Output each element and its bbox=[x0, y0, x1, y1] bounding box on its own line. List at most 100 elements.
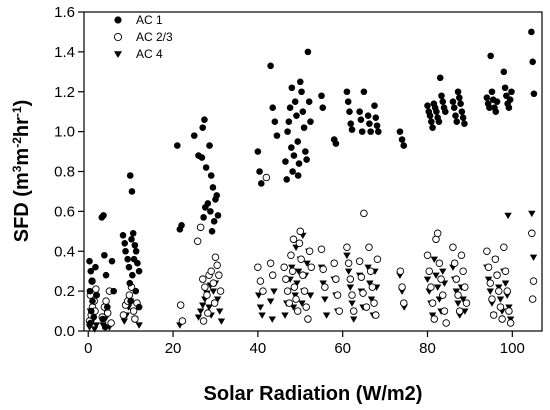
data-point bbox=[321, 296, 329, 303]
data-point bbox=[287, 251, 295, 259]
data-point bbox=[86, 257, 93, 265]
data-point bbox=[213, 296, 222, 303]
data-point bbox=[196, 308, 205, 315]
data-point bbox=[269, 104, 277, 111]
data-point bbox=[190, 132, 198, 139]
data-point bbox=[216, 308, 224, 315]
data-point bbox=[209, 288, 218, 295]
data-point bbox=[294, 172, 302, 179]
data-point bbox=[364, 112, 372, 119]
data-point bbox=[348, 126, 356, 133]
x-tick-label: 0 bbox=[84, 340, 92, 357]
data-point bbox=[210, 299, 219, 307]
data-point bbox=[125, 291, 134, 299]
data-point bbox=[288, 84, 296, 92]
data-point bbox=[214, 212, 222, 219]
data-point bbox=[305, 98, 313, 106]
data-point bbox=[100, 212, 107, 219]
data-point bbox=[125, 263, 133, 271]
data-point bbox=[284, 128, 291, 135]
data-point bbox=[330, 259, 338, 267]
data-point bbox=[200, 214, 207, 221]
data-point bbox=[128, 188, 136, 195]
data-point bbox=[131, 315, 139, 323]
data-point bbox=[305, 247, 314, 255]
data-point bbox=[208, 228, 216, 235]
data-point bbox=[199, 124, 207, 131]
data-point bbox=[198, 154, 206, 161]
data-point bbox=[332, 275, 340, 283]
data-point bbox=[457, 100, 464, 108]
data-point bbox=[213, 261, 221, 269]
data-point bbox=[294, 268, 303, 275]
data-point bbox=[300, 287, 309, 295]
data-point bbox=[207, 172, 215, 179]
data-point bbox=[398, 136, 406, 143]
y-tick-label: 0.8 bbox=[54, 164, 75, 181]
data-point bbox=[450, 259, 459, 267]
data-point bbox=[286, 104, 294, 111]
data-point bbox=[104, 303, 111, 311]
y-tick-label: 0.4 bbox=[54, 243, 75, 260]
data-point bbox=[423, 276, 432, 283]
legend-label: AC 2/3 bbox=[136, 30, 173, 44]
data-point bbox=[348, 291, 356, 299]
data-point bbox=[496, 303, 505, 311]
y-tick-label: 0.6 bbox=[54, 203, 75, 220]
data-point bbox=[317, 245, 326, 254]
data-point bbox=[273, 132, 281, 139]
data-point bbox=[293, 280, 301, 287]
data-point bbox=[528, 295, 537, 303]
data-point bbox=[193, 237, 202, 246]
data-point bbox=[496, 296, 505, 303]
data-point bbox=[178, 317, 187, 325]
data-point bbox=[283, 176, 291, 183]
data-point bbox=[367, 296, 376, 303]
data-point bbox=[87, 307, 95, 315]
data-point bbox=[132, 247, 140, 255]
data-point bbox=[300, 124, 308, 131]
data-point bbox=[126, 172, 134, 179]
x-axis-title: Solar Radiation (W/m2) bbox=[204, 383, 423, 405]
data-point bbox=[319, 104, 327, 111]
data-point bbox=[530, 90, 538, 98]
y-axis-title-part: ) bbox=[11, 100, 33, 107]
data-point bbox=[199, 302, 207, 309]
data-point bbox=[87, 319, 94, 327]
data-point bbox=[209, 279, 218, 287]
y-axis: 0.0 0.2 0.4 0.6 0.8 1.0 1.2 1.4 1.6 bbox=[54, 4, 84, 340]
legend-marker bbox=[113, 32, 123, 42]
x-tick-label: 60 bbox=[334, 340, 351, 357]
data-point bbox=[102, 271, 110, 279]
data-point bbox=[452, 112, 459, 119]
data-point bbox=[396, 267, 405, 275]
data-point bbox=[456, 94, 463, 102]
data-point bbox=[430, 315, 439, 323]
data-point bbox=[491, 255, 500, 263]
data-point bbox=[367, 128, 374, 135]
y-tick-label: 1.2 bbox=[54, 84, 75, 101]
data-point bbox=[298, 88, 305, 96]
data-point bbox=[124, 255, 131, 263]
data-point bbox=[458, 108, 466, 115]
data-point bbox=[294, 138, 302, 145]
legend-label: AC 1 bbox=[136, 13, 163, 27]
y-axis-title-part: hr bbox=[11, 117, 33, 137]
data-point bbox=[349, 307, 358, 315]
data-point bbox=[101, 323, 109, 331]
data-point bbox=[92, 263, 99, 271]
data-point bbox=[442, 108, 449, 115]
data-point bbox=[396, 128, 404, 135]
data-point bbox=[501, 280, 510, 287]
data-point bbox=[483, 247, 491, 255]
data-point bbox=[493, 271, 501, 279]
data-point bbox=[529, 277, 538, 285]
data-point bbox=[360, 88, 368, 96]
data-point bbox=[319, 280, 327, 287]
data-point bbox=[302, 148, 309, 155]
data-point bbox=[366, 267, 375, 275]
data-point bbox=[430, 256, 438, 263]
data-point bbox=[368, 283, 377, 291]
data-point bbox=[108, 257, 116, 265]
y-tick-label: 0.2 bbox=[54, 283, 75, 300]
